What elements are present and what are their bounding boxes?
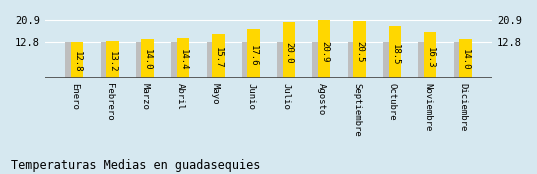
Bar [460,39,472,78]
Bar [100,42,113,78]
Text: Temperaturas Medias en guadasequies: Temperaturas Medias en guadasequies [11,159,260,172]
Text: 20.0: 20.0 [285,42,294,64]
Text: 18.5: 18.5 [390,44,400,65]
Text: 14.0: 14.0 [143,49,152,71]
Text: 17.6: 17.6 [249,45,258,66]
Bar [65,42,77,78]
Bar [283,22,295,78]
Text: 15.7: 15.7 [214,47,223,69]
Text: 13.2: 13.2 [108,50,117,72]
Bar [248,29,260,78]
Text: 16.3: 16.3 [426,47,435,68]
Bar [242,42,254,78]
Bar [389,26,401,78]
Text: 14.0: 14.0 [461,49,470,71]
Text: 12.8: 12.8 [72,51,82,73]
Bar [353,21,366,78]
Text: 20.9: 20.9 [320,41,329,62]
Bar [136,42,148,78]
Bar [318,20,330,78]
Bar [177,38,189,78]
Bar [454,42,466,78]
Bar [212,34,224,78]
Bar [207,42,219,78]
Bar [71,42,83,78]
Bar [106,41,119,78]
Text: 20.5: 20.5 [355,41,364,63]
Bar [171,42,184,78]
Bar [141,39,154,78]
Bar [348,42,360,78]
Text: 14.4: 14.4 [178,49,187,70]
Bar [313,42,325,78]
Bar [383,42,396,78]
Bar [424,32,437,78]
Bar [418,42,431,78]
Bar [277,42,289,78]
